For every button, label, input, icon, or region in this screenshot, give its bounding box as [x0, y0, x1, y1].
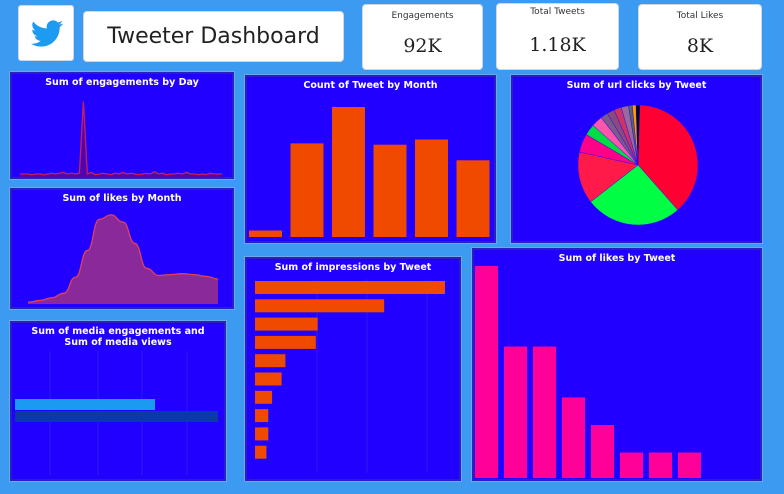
kpi-label: Total Likes [676, 11, 724, 21]
kpi-card-total-tweets: Total Tweets 1.18K [496, 3, 619, 70]
kpi-card-engagements: Engagements 92K [362, 4, 483, 70]
pie-slice [590, 164, 679, 226]
chart-likes-by-tweet: Sum of likes by Tweet [472, 248, 762, 481]
bar [562, 397, 585, 478]
logo-tile [18, 5, 74, 61]
pie-slice [577, 151, 639, 203]
bar [255, 445, 267, 459]
chart-tweets-by-month: Count of Tweet by Month [245, 75, 496, 243]
bar [678, 452, 701, 478]
bar [255, 372, 282, 386]
bar [255, 427, 269, 441]
chart-title: Sum of media engagements and Sum of medi… [31, 326, 205, 348]
kpi-value: 8K [686, 35, 714, 57]
kpi-label: Engagements [391, 11, 454, 21]
bar [249, 230, 282, 237]
chart-title: Sum of likes by Month [62, 193, 182, 204]
chart-canvas [27, 214, 219, 304]
bar [255, 281, 445, 294]
area-fill [28, 214, 218, 304]
chart-media-engagements-views: Sum of media engagements and Sum of medi… [10, 321, 226, 481]
bar [649, 452, 672, 478]
bar [456, 160, 490, 237]
chart-likes-by-month: Sum of likes by Month [10, 188, 234, 309]
chart-engagements-by-day: Sum of engagements by Day [10, 72, 234, 179]
chart-canvas [19, 101, 223, 177]
bar [373, 144, 407, 237]
bar [15, 411, 218, 422]
bar [255, 354, 286, 368]
chart-title: Sum of impressions by Tweet [274, 262, 432, 273]
series-line [20, 101, 222, 176]
bar [255, 317, 318, 331]
bar [255, 299, 385, 313]
bar [290, 143, 324, 237]
bar [415, 139, 448, 237]
kpi-value: 92K [403, 35, 442, 57]
area-fill [20, 101, 222, 177]
bar [255, 390, 273, 404]
bar [332, 107, 365, 237]
twitter-bird-icon [30, 20, 63, 47]
chart-title: Count of Tweet by Month [303, 80, 438, 91]
page-title: Tweeter Dashboard [83, 11, 344, 62]
bar [504, 346, 527, 478]
kpi-label: Total Tweets [530, 7, 585, 17]
bar [255, 335, 316, 349]
bar [533, 346, 556, 478]
bar [620, 452, 643, 478]
chart-canvas [577, 104, 699, 226]
chart-canvas [249, 107, 490, 237]
bar [475, 266, 498, 478]
chart-title: Sum of engagements by Day [45, 77, 199, 88]
chart-url-clicks-by-tweet: Sum of url clicks by Tweet [511, 75, 762, 243]
pie-slice [637, 104, 699, 211]
pie-slice [635, 104, 641, 166]
kpi-card-total-likes: Total Likes 8K [638, 4, 762, 70]
chart-title: Sum of url clicks by Tweet [566, 80, 707, 91]
chart-title: Sum of likes by Tweet [558, 253, 676, 264]
chart-impressions-by-tweet: Sum of impressions by Tweet [245, 257, 461, 481]
chart-canvas [15, 351, 218, 475]
chart-canvas [475, 266, 701, 478]
kpi-value: 1.18K [529, 34, 586, 56]
bar [15, 399, 156, 410]
bar [591, 425, 614, 478]
chart-canvas [255, 279, 445, 473]
bar [255, 409, 269, 423]
